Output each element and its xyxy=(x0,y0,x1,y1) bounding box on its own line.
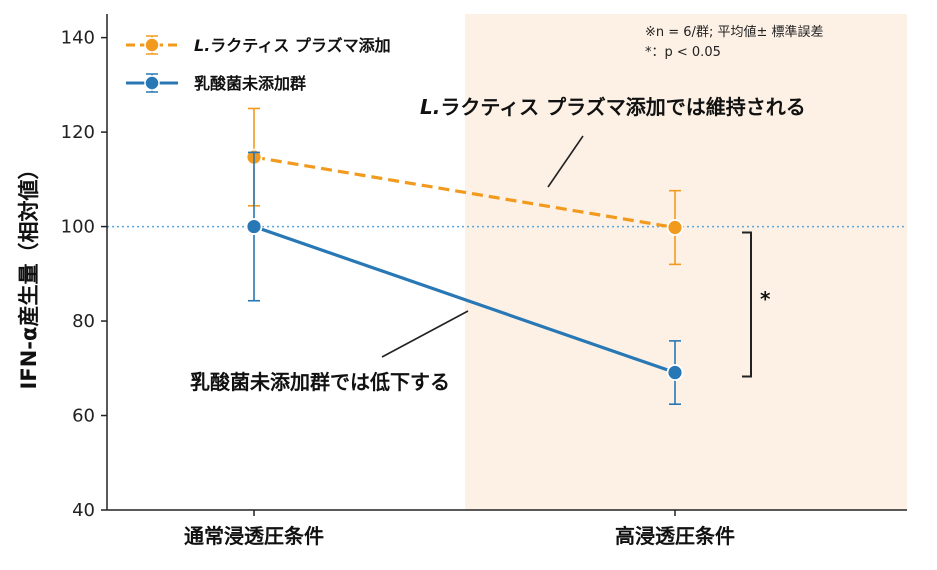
y-tick-label: 120 xyxy=(61,122,95,143)
legend-label-control: 乳酸菌未添加群 xyxy=(194,74,306,93)
legend-marker-control xyxy=(144,75,160,91)
x-tick-label: 高浸透圧条件 xyxy=(615,524,735,548)
note-sample-size: ※n = 6/群; 平均値± 標準誤差 xyxy=(645,24,823,40)
data-point xyxy=(666,364,684,381)
data-point xyxy=(245,218,263,235)
x-tick-label: 通常浸透圧条件 xyxy=(184,524,324,548)
series-1 xyxy=(245,151,684,405)
y-tick-label: 60 xyxy=(72,406,95,427)
annotation-upper-text: ラクティス プラズマ添加では維持される xyxy=(440,95,805,119)
legend: L.ラクティス プラズマ添加 乳酸菌未添加群 xyxy=(126,35,391,93)
legend-entry-control: 乳酸菌未添加群 xyxy=(126,73,306,93)
y-tick-label: 40 xyxy=(72,500,95,521)
significance-bracket xyxy=(742,231,752,378)
annotation-leader-upper xyxy=(547,135,584,188)
annotation-lower: 乳酸菌未添加群では低下する xyxy=(190,370,450,394)
series-line xyxy=(253,155,676,230)
legend-label-lactis: L.ラクティス プラズマ添加 xyxy=(194,36,391,55)
y-tick-label: 80 xyxy=(72,311,95,332)
legend-entry-lactis: L.ラクティス プラズマ添加 xyxy=(126,35,391,55)
note-significance: *：p < 0.05 xyxy=(645,45,721,60)
legend-marker-lactis xyxy=(144,37,160,53)
annotation-upper: L.ラクティス プラズマ添加では維持される xyxy=(420,95,806,119)
y-axis-label: IFN-α産生量（相対値） xyxy=(17,159,41,390)
annotation-upper-italic: L. xyxy=(420,95,440,119)
y-tick-label: 140 xyxy=(61,28,95,49)
series-line xyxy=(253,225,676,375)
significance-star: * xyxy=(760,287,771,311)
annotation-leader-lower xyxy=(381,310,469,358)
data-point xyxy=(666,219,684,236)
shaded-region xyxy=(465,14,907,510)
y-tick-label: 100 xyxy=(61,217,95,238)
